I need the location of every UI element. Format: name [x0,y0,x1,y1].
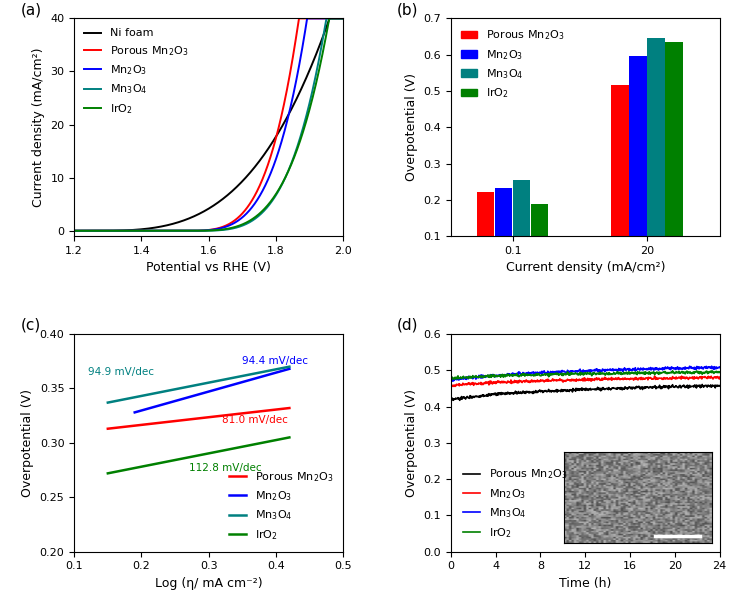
Bar [611,85,628,236]
Bar [495,188,513,236]
Legend: Porous Mn$_2$O$_3$, Mn$_2$O$_3$, Mn$_3$O$_4$, IrO$_2$: Porous Mn$_2$O$_3$, Mn$_2$O$_3$, Mn$_3$O… [225,465,338,546]
Bar [666,42,683,236]
Legend: Porous Mn$_2$O$_3$, Mn$_2$O$_3$, Mn$_3$O$_4$, IrO$_2$: Porous Mn$_2$O$_3$, Mn$_2$O$_3$, Mn$_3$O… [456,24,569,105]
Bar [629,56,647,236]
Y-axis label: Current density (mA/cm²): Current density (mA/cm²) [32,47,45,207]
Text: (d): (d) [397,318,418,333]
Legend: Ni foam, Porous Mn$_2$O$_3$, Mn$_2$O$_3$, Mn$_3$O$_4$, IrO$_2$: Ni foam, Porous Mn$_2$O$_3$, Mn$_2$O$_3$… [79,24,193,120]
Text: (c): (c) [20,318,41,333]
Bar [477,192,494,236]
Bar [531,204,548,236]
Legend: Porous Mn$_2$O$_3$, Mn$_2$O$_3$, Mn$_3$O$_4$, IrO$_2$: Porous Mn$_2$O$_3$, Mn$_2$O$_3$, Mn$_3$O… [459,463,572,544]
Text: 81.0 mV/dec: 81.0 mV/dec [222,415,288,425]
Y-axis label: Overpotential (V): Overpotential (V) [404,73,418,181]
Y-axis label: Overpotential (V): Overpotential (V) [404,389,418,497]
X-axis label: Current density (mA/cm²): Current density (mA/cm²) [505,261,665,275]
Text: 112.8 mV/dec: 112.8 mV/dec [188,463,261,473]
X-axis label: Time (h): Time (h) [559,577,611,590]
Bar [647,39,665,236]
X-axis label: Potential vs RHE (V): Potential vs RHE (V) [146,261,271,275]
Y-axis label: Overpotential (V): Overpotential (V) [22,389,34,497]
Text: (a): (a) [20,2,42,17]
X-axis label: Log (η/ mA cm⁻²): Log (η/ mA cm⁻²) [155,577,263,590]
Bar [513,180,531,236]
Text: 94.9 mV/dec: 94.9 mV/dec [88,367,154,378]
Text: 94.4 mV/dec: 94.4 mV/dec [243,357,309,367]
Text: (b): (b) [397,2,418,17]
